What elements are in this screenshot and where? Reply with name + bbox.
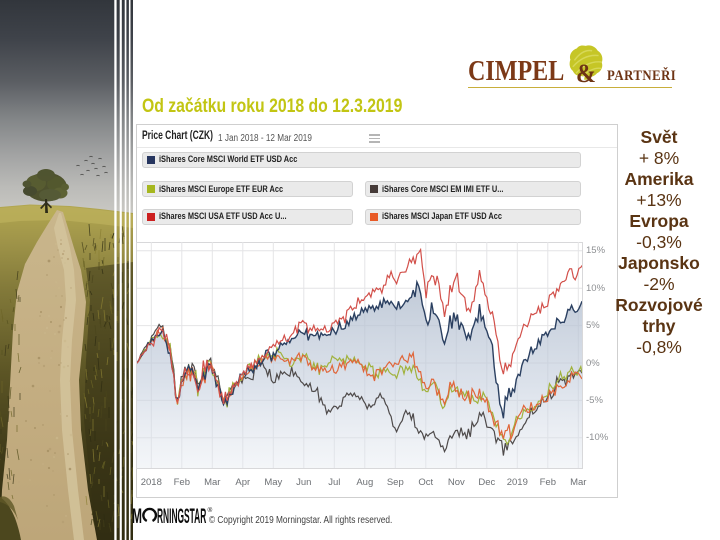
svg-text:M: M (132, 505, 142, 525)
svg-text:®: ® (208, 506, 213, 514)
svg-text:RNINGSTAR: RNINGSTAR (157, 506, 207, 525)
